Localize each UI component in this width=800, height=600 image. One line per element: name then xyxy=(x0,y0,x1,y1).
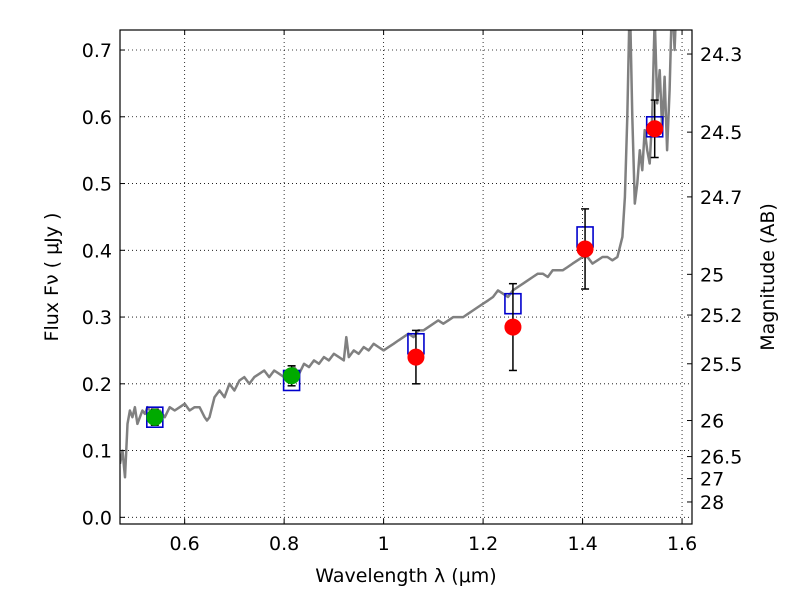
y2-tick-label: 24.7 xyxy=(700,187,742,209)
x-tick-label: 1.2 xyxy=(468,533,498,555)
plot-area xyxy=(120,30,677,479)
y-tick-label: 0.6 xyxy=(82,107,112,129)
y-tick-label: 0.5 xyxy=(82,174,112,196)
y-tick-label: 0.4 xyxy=(82,240,112,262)
y-axis-label: Flux Fν ( μJy ) xyxy=(41,213,63,342)
y2-tick-label: 28 xyxy=(700,492,724,514)
y2-tick-label: 25.5 xyxy=(700,354,742,376)
y-tick-label: 0.3 xyxy=(82,307,112,329)
y-tick-label: 0.0 xyxy=(82,507,112,529)
plot-frame xyxy=(119,29,693,525)
x-axis-label: Wavelength λ (μm) xyxy=(315,565,496,587)
x-tick-label: 1.4 xyxy=(567,533,597,555)
y2-tick-label: 25 xyxy=(700,264,724,286)
x-tick-label: 0.8 xyxy=(269,533,299,555)
y2-tick-label: 26.5 xyxy=(700,447,742,469)
observed-flux-point xyxy=(146,408,164,426)
observed-flux-point xyxy=(504,318,522,336)
y2-tick-label: 26 xyxy=(700,411,724,433)
observed-flux-point xyxy=(646,120,664,138)
observed-flux-point xyxy=(407,348,425,366)
axis-ticks: 0.6 0.8 1 1.2 1.4 1.6 0.0 0.1 0.2 0.3 0.4 0.5 0.6 0.7… xyxy=(82,30,742,555)
y2-tick-label: 24.3 xyxy=(700,44,742,66)
y2-axis-label: Magnitude (AB) xyxy=(757,203,779,351)
y2-tick-label: 25.2 xyxy=(700,305,742,327)
x-tick-label: 0.6 xyxy=(170,533,200,555)
y-tick-label: 0.7 xyxy=(82,40,112,62)
grid-lines xyxy=(120,30,692,524)
x-tick-label: 1.6 xyxy=(667,533,697,555)
observed-flux-point xyxy=(576,240,594,258)
observed-flux-point xyxy=(283,367,301,385)
model-spectrum-line xyxy=(120,30,677,479)
x-tick-label: 1 xyxy=(378,533,390,555)
y2-tick-label: 27 xyxy=(700,469,724,491)
y-tick-label: 0.1 xyxy=(82,441,112,463)
y2-tick-label: 24.5 xyxy=(700,122,742,144)
y-tick-label: 0.2 xyxy=(82,374,112,396)
